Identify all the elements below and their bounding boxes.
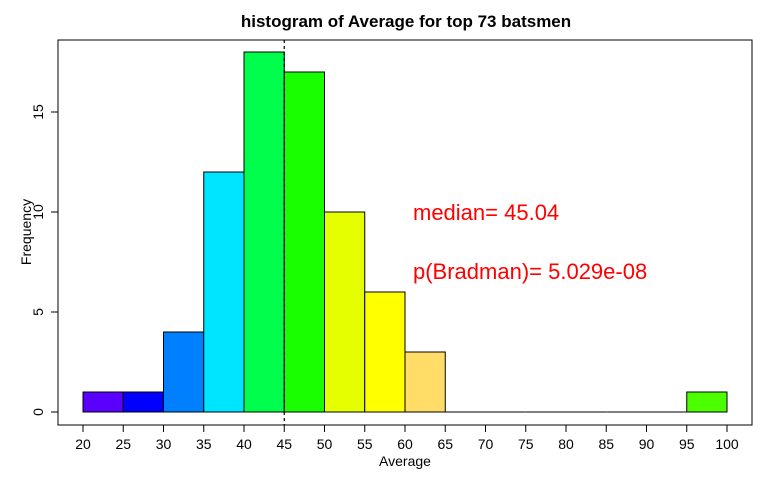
x-tick-label-25: 25 [115, 436, 131, 452]
x-axis: 20 25 30 35 40 45 50 55 60 65 70 75 80 85 90 95 100 [75, 425, 739, 452]
histogram-bar-25-30 [122, 391, 164, 413]
x-tick-label-35: 35 [196, 436, 212, 452]
x-tick-label-95: 95 [679, 436, 695, 452]
y-axis: 0 5 10 15 [30, 104, 58, 416]
x-tick-label-70: 70 [478, 436, 494, 452]
x-tick-label-60: 60 [397, 436, 413, 452]
x-tick-label-85: 85 [598, 436, 614, 452]
histogram-bar-35-40 [203, 171, 245, 413]
x-axis-title: Average [379, 453, 431, 469]
y-tick-label-15: 15 [30, 104, 46, 120]
histogram-bar-20-25 [82, 391, 124, 413]
x-tick-label-80: 80 [558, 436, 574, 452]
x-tick-label-20: 20 [75, 436, 91, 452]
y-tick-label-5: 5 [30, 308, 46, 316]
x-tick-label-55: 55 [357, 436, 373, 452]
x-tick-label-100: 100 [715, 436, 739, 452]
histogram-bar-60-65 [404, 351, 446, 413]
x-tick-label-30: 30 [156, 436, 172, 452]
y-tick-label-0: 0 [30, 408, 46, 416]
x-tick-label-50: 50 [317, 436, 333, 452]
histogram-bar-50-55 [324, 211, 366, 413]
histogram-bar-95-100 [686, 391, 728, 413]
bars-layer [82, 51, 728, 413]
x-tick-label-65: 65 [437, 436, 453, 452]
y-axis-title: Frequency [18, 199, 34, 265]
median-annotation: median= 45.04 [413, 200, 559, 225]
histogram-bar-45-50 [283, 71, 325, 413]
histogram-bar-55-60 [364, 291, 406, 413]
x-tick-label-40: 40 [236, 436, 252, 452]
x-tick-label-90: 90 [639, 436, 655, 452]
chart-title: histogram of Average for top 73 batsmen [241, 12, 571, 31]
histogram-bar-40-45 [243, 51, 285, 413]
p-bradman-annotation: p(Bradman)= 5.029e-08 [413, 259, 647, 284]
x-tick-label-45: 45 [276, 436, 292, 452]
x-tick-label-75: 75 [518, 436, 534, 452]
histogram-bar-30-35 [163, 331, 205, 413]
y-tick-label-10: 10 [30, 204, 46, 220]
